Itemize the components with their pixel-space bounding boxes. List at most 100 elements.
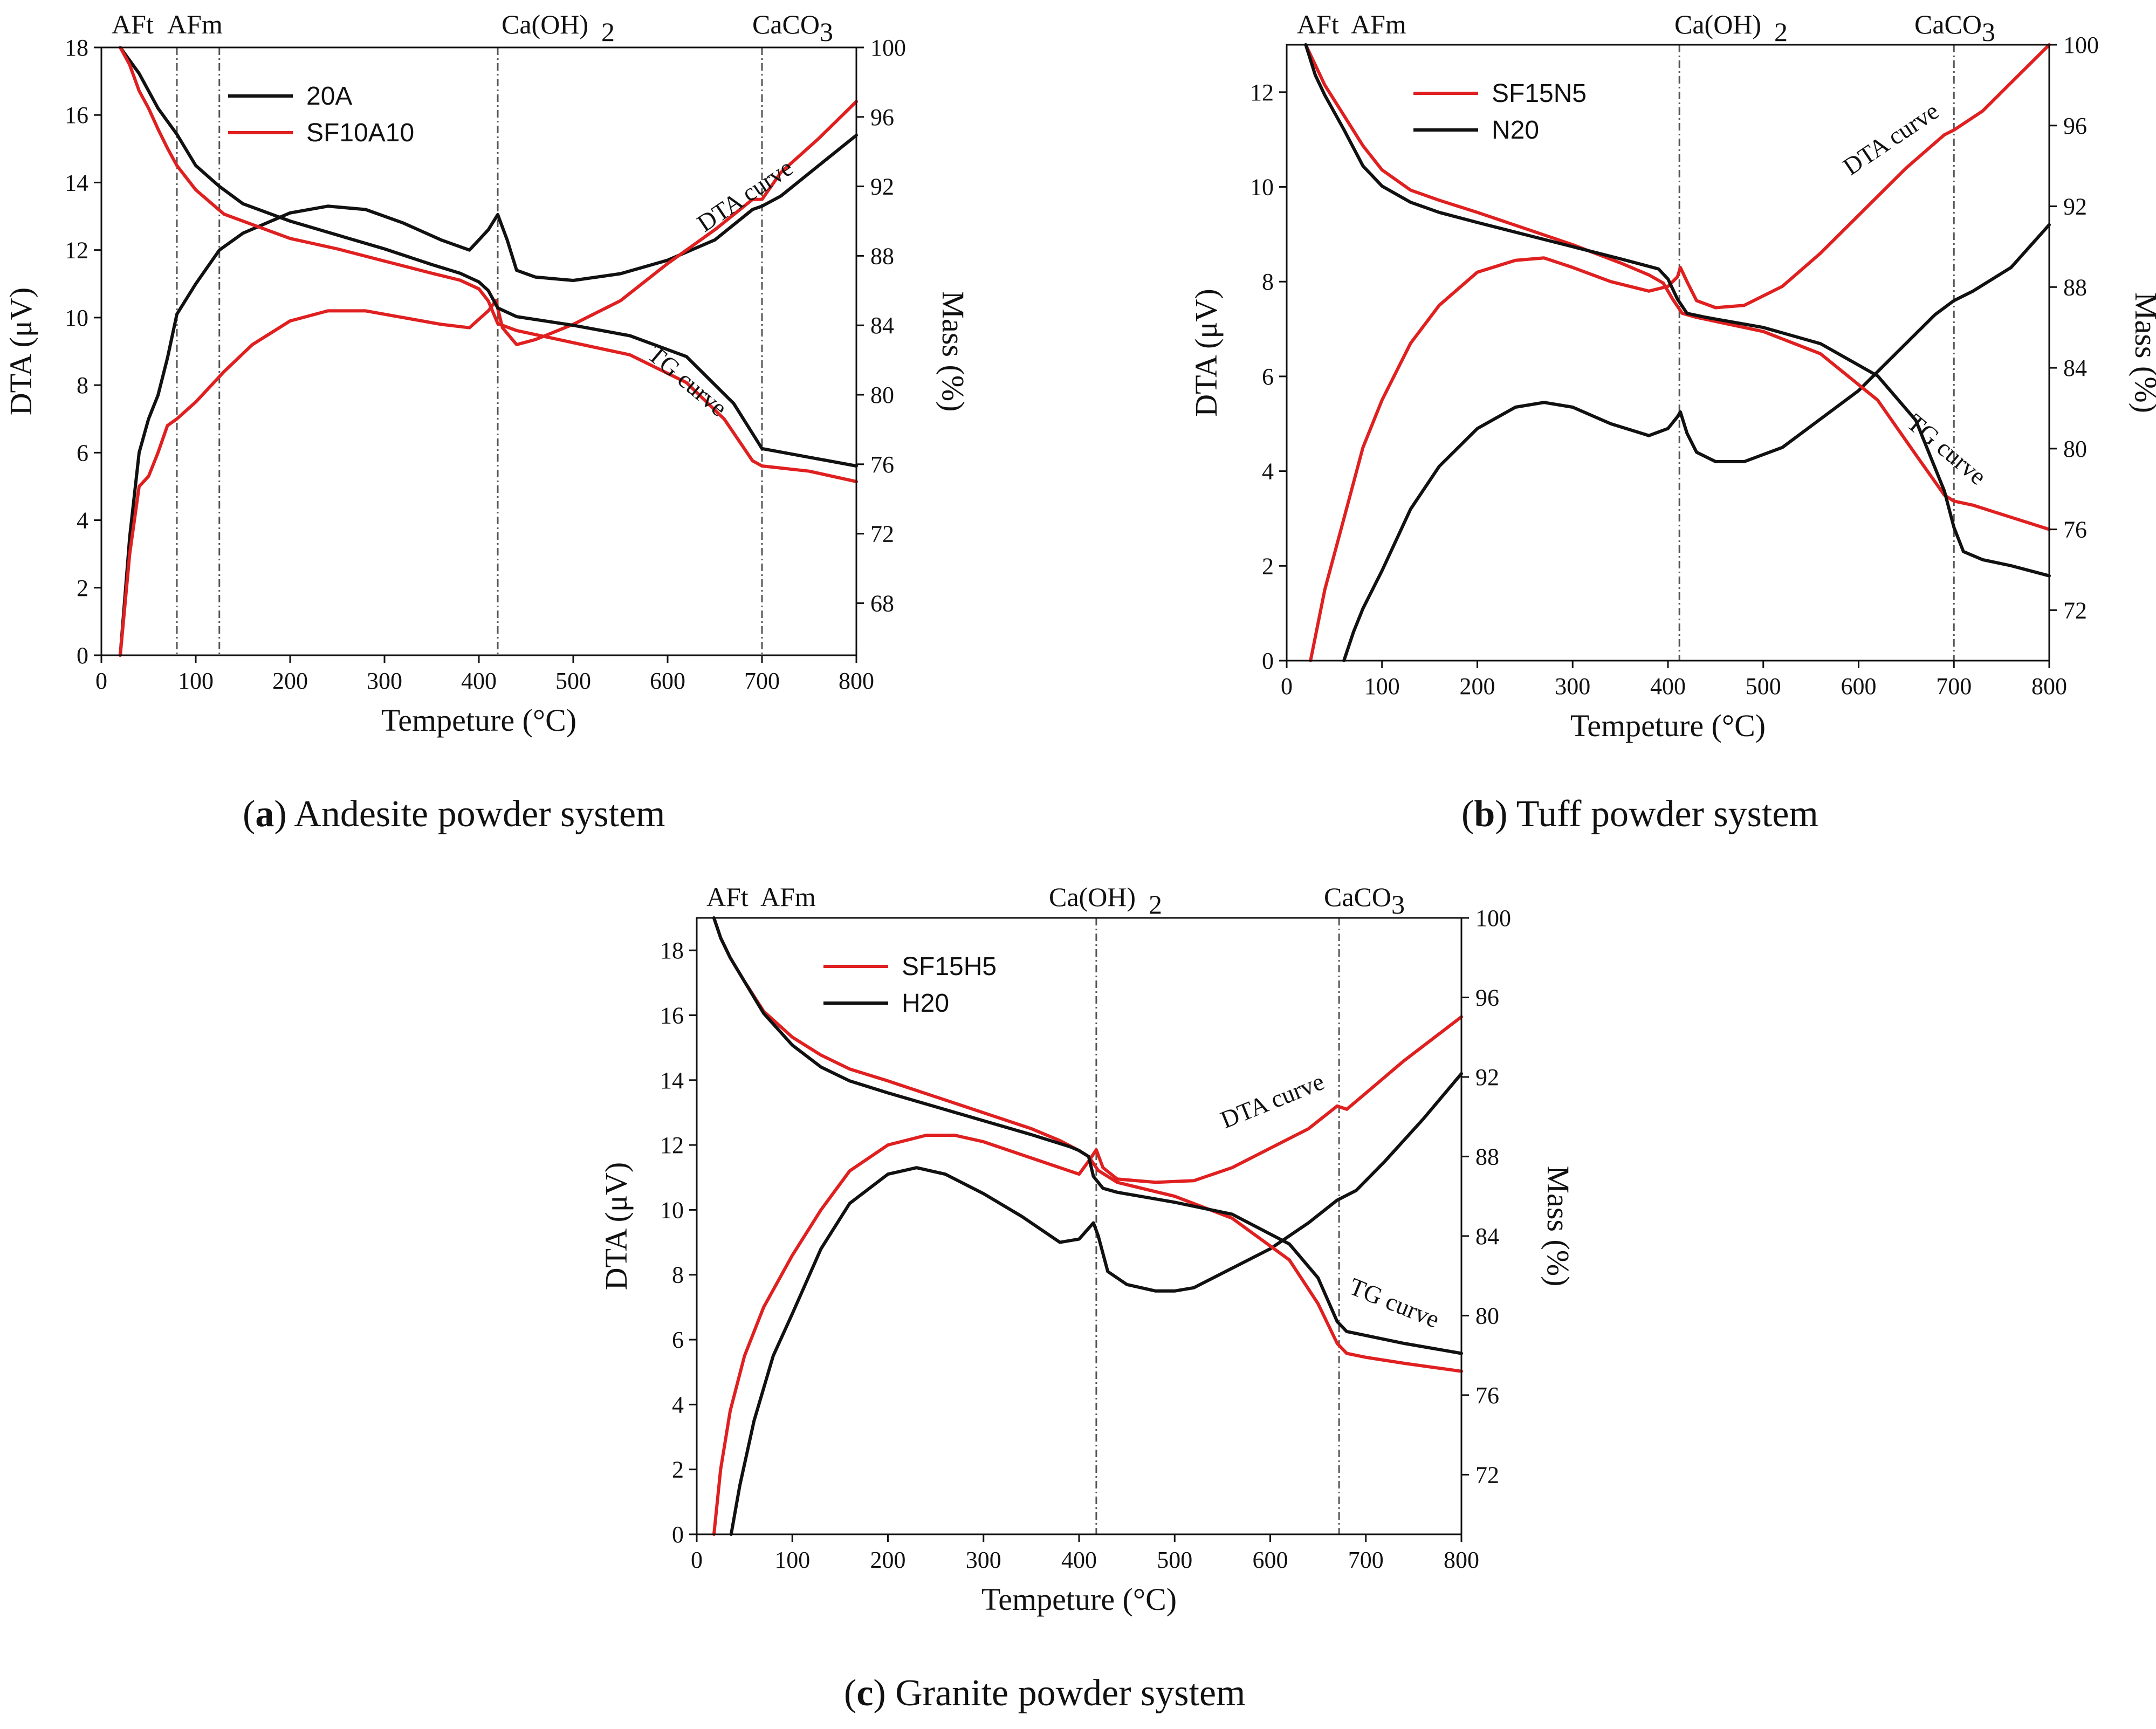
y2-tick-label: 80	[2063, 436, 2087, 462]
y-tick-label: 4	[77, 507, 88, 534]
y2-tick-label: 72	[870, 521, 894, 547]
y-axis-label: DTA (μV)	[3, 287, 38, 415]
x-tick-label: 400	[461, 668, 497, 694]
caption-a-text: Andesite powder system	[294, 793, 665, 835]
legend-label-h20: H20	[902, 989, 949, 1018]
annotation-afm: AFm	[1351, 9, 1406, 39]
chart-b: 0 100 200 300 400 500 600 700 800 0 2 4 6 8 10 12 72 76 80…	[1189, 9, 2156, 743]
y-tick-label: 6	[672, 1327, 684, 1353]
curve-label-tg: TG curve	[1345, 1272, 1443, 1333]
curve-label-tg: TG curve	[643, 340, 733, 422]
x-tick-label: 800	[1444, 1547, 1479, 1573]
y2-tick-label: 84	[870, 312, 894, 339]
plot-frame-a	[100, 46, 857, 656]
x-tick-label: 0	[95, 668, 107, 694]
caption-a: (a) Andesite powder system	[243, 793, 665, 835]
y-tick-label: 4	[1262, 458, 1274, 485]
x-tick-label: 100	[178, 668, 214, 694]
x-tick-label: 300	[1555, 673, 1590, 699]
series-a-20a-tg	[119, 46, 858, 468]
series-c-h20-tg	[712, 916, 1463, 1355]
x-tick-label: 800	[2031, 673, 2067, 699]
y2-tick-label: 88	[1475, 1143, 1499, 1170]
annotation-caco-subscript: 3	[1391, 889, 1405, 920]
annotation-caco: CaCO	[752, 9, 820, 39]
legend-label-sf15h5: SF15H5	[902, 952, 997, 981]
series-b-sf15n5-tg	[1304, 43, 2051, 531]
annotation-caoh: Ca(OH)	[1049, 882, 1136, 912]
annotation-caoh-subscript: 2	[1774, 17, 1788, 47]
y-tick-label: 12	[1250, 79, 1274, 106]
y2-axis-label: Mass (%)	[2128, 292, 2156, 413]
y2-tick-label: 92	[870, 174, 894, 200]
y-tick-label: 8	[672, 1262, 684, 1288]
y-tick-label: 4	[672, 1391, 684, 1418]
annotation-caco: CaCO	[1324, 882, 1391, 912]
x-tick-label: 700	[1348, 1547, 1384, 1573]
annotation-caco: CaCO	[1914, 9, 1982, 39]
x-tick-label: 0	[691, 1547, 703, 1573]
x-tick-label: 200	[870, 1547, 906, 1573]
x-tick-label: 600	[1253, 1547, 1288, 1573]
x-tick-label: 700	[1936, 673, 1972, 699]
y-tick-label: 18	[65, 35, 88, 61]
x-tick-label: 100	[1364, 673, 1400, 699]
y2-tick-label: 72	[2063, 597, 2087, 623]
y2-tick-label: 100	[870, 35, 906, 61]
series-b-sf15n5-dta	[1309, 43, 2051, 662]
series-a-20a-dta	[119, 133, 858, 657]
x-tick-label: 0	[1281, 673, 1293, 699]
x-tick-label: 200	[1460, 673, 1495, 699]
x-tick-label: 400	[1650, 673, 1686, 699]
y-tick-label: 14	[65, 169, 88, 196]
caption-c-text: Granite powder system	[895, 1672, 1246, 1714]
legend-label-sf15n5: SF15N5	[1492, 79, 1587, 108]
annotation-aft: AFt	[706, 882, 749, 912]
x-tick-label: 700	[744, 668, 780, 694]
y-tick-label: 14	[660, 1067, 684, 1094]
y-tick-label: 2	[1262, 553, 1274, 579]
x-tick-label: 500	[1746, 673, 1781, 699]
caption-a-letter: a	[255, 793, 274, 835]
y2-tick-label: 100	[2063, 32, 2099, 58]
y2-tick-label: 88	[2063, 274, 2087, 300]
y-tick-label: 16	[65, 102, 88, 128]
series-c-sf15h5-tg	[712, 916, 1463, 1373]
y-tick-label: 12	[660, 1132, 684, 1158]
y2-tick-label: 88	[870, 243, 894, 269]
series-b-n20-dta	[1342, 223, 2051, 662]
x-tick-label: 800	[839, 668, 874, 694]
annotation-aft: AFt	[112, 9, 154, 39]
y-tick-label: 12	[65, 237, 88, 264]
x-tick-label: 200	[272, 668, 308, 694]
y2-axis-label: Mass (%)	[1541, 1166, 1576, 1287]
x-tick-label: 300	[966, 1547, 1001, 1573]
legend-label-20a: 20A	[306, 82, 352, 111]
y-tick-label: 16	[660, 1002, 684, 1028]
y-tick-label: 10	[660, 1197, 684, 1223]
legend-label-sf10a10: SF10A10	[306, 119, 414, 147]
y-tick-label: 6	[77, 440, 88, 466]
y2-tick-label: 84	[2063, 355, 2087, 381]
y2-tick-label: 76	[870, 451, 894, 478]
y-tick-label: 8	[1262, 269, 1274, 295]
annotation-caoh: Ca(OH)	[502, 9, 588, 39]
y2-tick-label: 100	[1475, 905, 1511, 931]
y2-tick-label: 92	[2063, 194, 2087, 220]
y-tick-label: 0	[77, 642, 88, 669]
x-tick-label: 600	[650, 668, 685, 694]
y-tick-label: 6	[1262, 363, 1274, 390]
series-c-sf15h5-dta	[712, 1015, 1463, 1536]
series-b-n20-tg	[1304, 43, 2051, 578]
annotation-afm: AFm	[167, 9, 223, 39]
series-a-sf10a10-tg	[119, 46, 858, 483]
annotation-caoh-subscript: 2	[601, 17, 615, 47]
curve-label-tg: TG curve	[1902, 408, 1992, 490]
x-axis-label: Tempeture (°C)	[981, 1582, 1177, 1617]
x-tick-label: 100	[774, 1547, 810, 1573]
x-tick-label: 500	[1157, 1547, 1192, 1573]
x-tick-label: 600	[1841, 673, 1877, 699]
annotation-afm: AFm	[760, 882, 816, 912]
series-a-sf10a10-dta	[119, 100, 858, 657]
y-tick-label: 0	[672, 1521, 684, 1548]
